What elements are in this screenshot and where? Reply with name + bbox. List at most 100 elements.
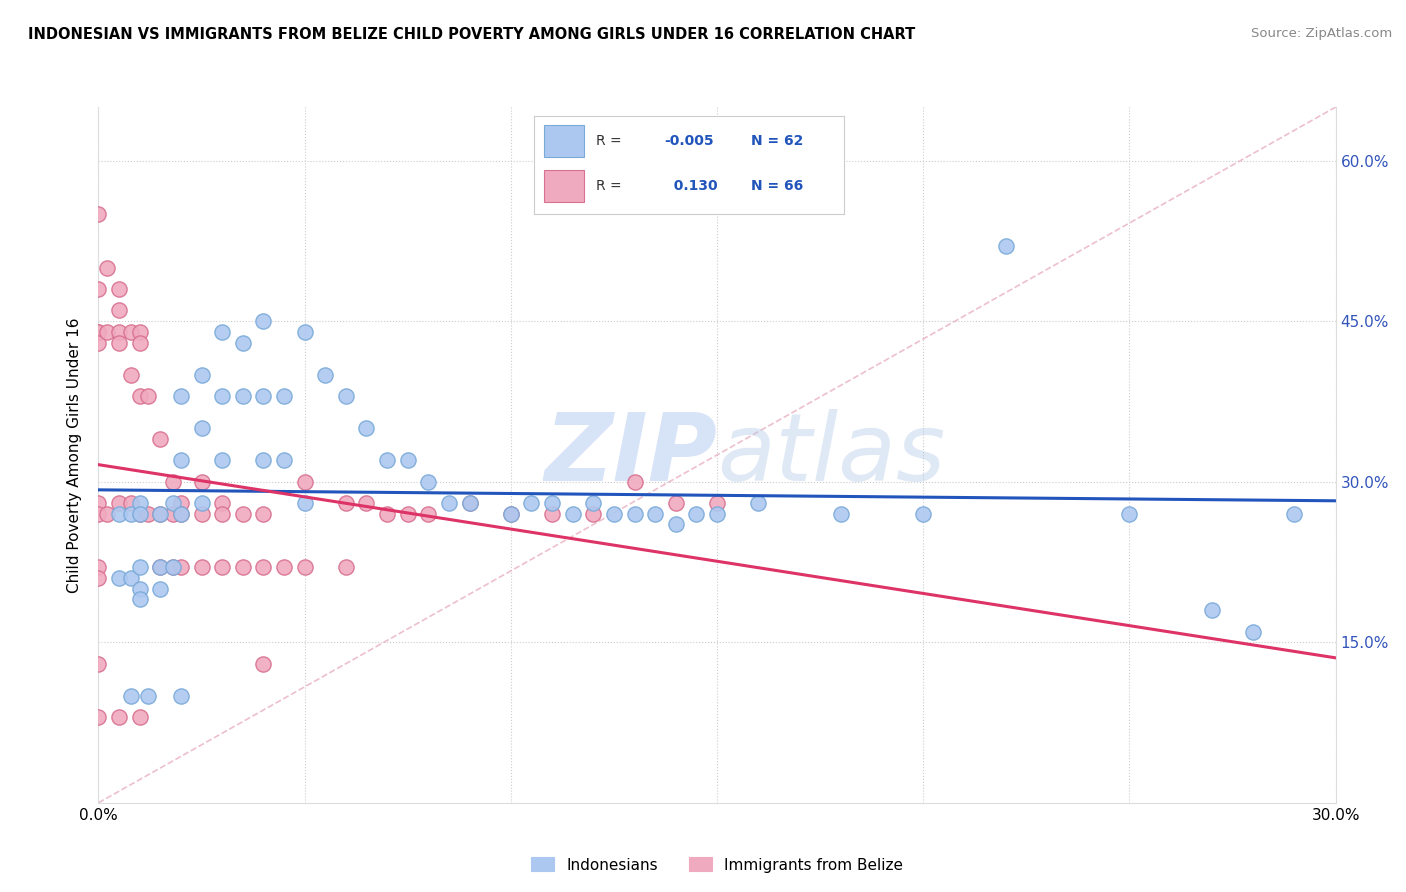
Point xyxy=(108,303,131,318)
Point xyxy=(149,507,172,521)
Point xyxy=(252,389,274,403)
Point xyxy=(232,335,254,350)
Point xyxy=(120,496,142,510)
Point xyxy=(128,507,150,521)
Point xyxy=(128,710,150,724)
Point xyxy=(87,571,110,585)
Text: INDONESIAN VS IMMIGRANTS FROM BELIZE CHILD POVERTY AMONG GIRLS UNDER 16 CORRELAT: INDONESIAN VS IMMIGRANTS FROM BELIZE CHI… xyxy=(28,27,915,42)
Point xyxy=(582,496,605,510)
Point xyxy=(994,239,1017,253)
Point xyxy=(87,496,110,510)
Point xyxy=(273,453,295,467)
Point xyxy=(120,571,142,585)
Point xyxy=(211,325,233,339)
Point xyxy=(437,496,460,510)
Point xyxy=(499,507,522,521)
Point xyxy=(375,507,398,521)
Point xyxy=(294,560,316,574)
Point xyxy=(1118,507,1140,521)
Point xyxy=(375,453,398,467)
Point xyxy=(335,560,357,574)
Point xyxy=(747,496,769,510)
Point xyxy=(136,507,159,521)
Point xyxy=(232,507,254,521)
Point xyxy=(356,421,378,435)
Point xyxy=(458,496,481,510)
Point xyxy=(190,496,212,510)
Point xyxy=(149,560,172,574)
Point xyxy=(128,582,150,596)
Point xyxy=(149,582,172,596)
Point xyxy=(252,314,274,328)
Text: ZIP: ZIP xyxy=(544,409,717,501)
Point xyxy=(211,560,233,574)
Point xyxy=(149,507,172,521)
Point xyxy=(356,496,378,510)
Point xyxy=(211,389,233,403)
Point xyxy=(623,475,645,489)
Point xyxy=(170,496,193,510)
Point xyxy=(418,507,440,521)
Point xyxy=(108,282,131,296)
Point xyxy=(87,335,110,350)
Point xyxy=(232,560,254,574)
Point xyxy=(170,453,193,467)
Point xyxy=(162,496,184,510)
Point xyxy=(211,453,233,467)
Point xyxy=(87,207,110,221)
Point xyxy=(170,689,193,703)
Point xyxy=(108,325,131,339)
Text: N = 62: N = 62 xyxy=(751,134,803,148)
Point xyxy=(252,453,274,467)
Point xyxy=(273,389,295,403)
Point xyxy=(190,421,212,435)
Text: R =: R = xyxy=(596,134,626,148)
Point xyxy=(252,507,274,521)
Point xyxy=(603,507,626,521)
Point xyxy=(128,325,150,339)
Point xyxy=(128,507,150,521)
Point xyxy=(96,325,118,339)
Point xyxy=(541,507,564,521)
Point xyxy=(170,507,193,521)
Point xyxy=(561,507,583,521)
Text: atlas: atlas xyxy=(717,409,945,500)
Point xyxy=(830,507,852,521)
Point xyxy=(190,507,212,521)
Point xyxy=(120,325,142,339)
Point xyxy=(120,689,142,703)
Point xyxy=(665,517,688,532)
Point xyxy=(335,389,357,403)
Point xyxy=(685,507,707,521)
Text: N = 66: N = 66 xyxy=(751,179,803,193)
Text: R =: R = xyxy=(596,179,626,193)
Point xyxy=(665,496,688,510)
Point xyxy=(706,496,728,510)
Point xyxy=(87,507,110,521)
Point xyxy=(211,496,233,510)
Point xyxy=(87,710,110,724)
Point xyxy=(87,282,110,296)
Point xyxy=(252,657,274,671)
Point xyxy=(541,496,564,510)
Point xyxy=(294,325,316,339)
Point xyxy=(499,507,522,521)
Point xyxy=(170,507,193,521)
Point xyxy=(162,475,184,489)
Point xyxy=(582,507,605,521)
Point xyxy=(170,389,193,403)
Point xyxy=(396,507,419,521)
Point xyxy=(912,507,935,521)
Point xyxy=(162,507,184,521)
Point xyxy=(162,560,184,574)
Point xyxy=(294,475,316,489)
Point xyxy=(149,432,172,446)
Point xyxy=(128,389,150,403)
Point xyxy=(108,335,131,350)
Point xyxy=(120,368,142,382)
Point xyxy=(211,507,233,521)
Point xyxy=(136,689,159,703)
Point xyxy=(396,453,419,467)
Point xyxy=(190,560,212,574)
Point xyxy=(108,710,131,724)
